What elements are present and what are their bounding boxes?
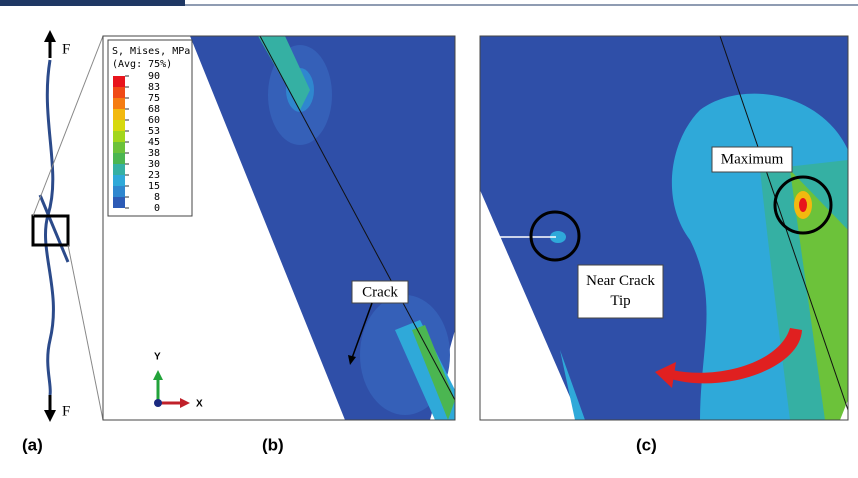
legend-value: 75 [148,93,160,104]
panel-label: (b) [262,435,284,454]
legend-value: 0 [154,203,160,214]
legend-swatch [113,164,125,175]
legend-value: 30 [148,159,160,170]
legend-value: 45 [148,137,160,148]
legend-value: 38 [148,148,160,159]
annotation: Near Crack Tip [580,267,661,311]
header-bar [0,0,185,6]
annotation: Maximum [721,151,784,167]
legend-swatch [113,153,125,164]
legend-swatch [113,87,125,98]
legend-swatch [113,76,125,87]
legend-swatch [113,109,125,120]
legend-title: S, Mises, MPa [112,46,190,57]
stress-zone [799,198,807,212]
annotation: Crack [362,284,398,300]
axis-label: X [196,399,203,410]
legend-swatch [113,197,125,208]
legend-subtitle: (Avg: 75%) [112,59,172,70]
legend-value: 15 [148,181,160,192]
legend-value: 68 [148,104,160,115]
force-label: F [62,403,70,419]
legend-swatch [113,120,125,131]
legend-swatch [113,98,125,109]
panel-c: Maximum Near Crack Tip (c) [480,36,848,454]
legend-value: 53 [148,126,160,137]
legend-value: 90 [148,71,160,82]
panel-label: (c) [636,435,657,454]
legend-value: 60 [148,115,160,126]
figure: F F (a) S, Mises, MPa (Avg: 75%) 9083756… [0,0,858,473]
origin [154,399,162,407]
legend-swatch [113,175,125,186]
annotation-wrap: Near Crack Tip [580,267,661,316]
legend-value: 8 [154,192,160,203]
legend-swatch [113,131,125,142]
panel-label: (a) [22,435,43,454]
legend-value: 23 [148,170,160,181]
legend-swatch [113,142,125,153]
legend-value: 83 [148,82,160,93]
legend-swatch [113,186,125,197]
axis-label: Y [154,352,161,363]
force-label: F [62,41,70,57]
